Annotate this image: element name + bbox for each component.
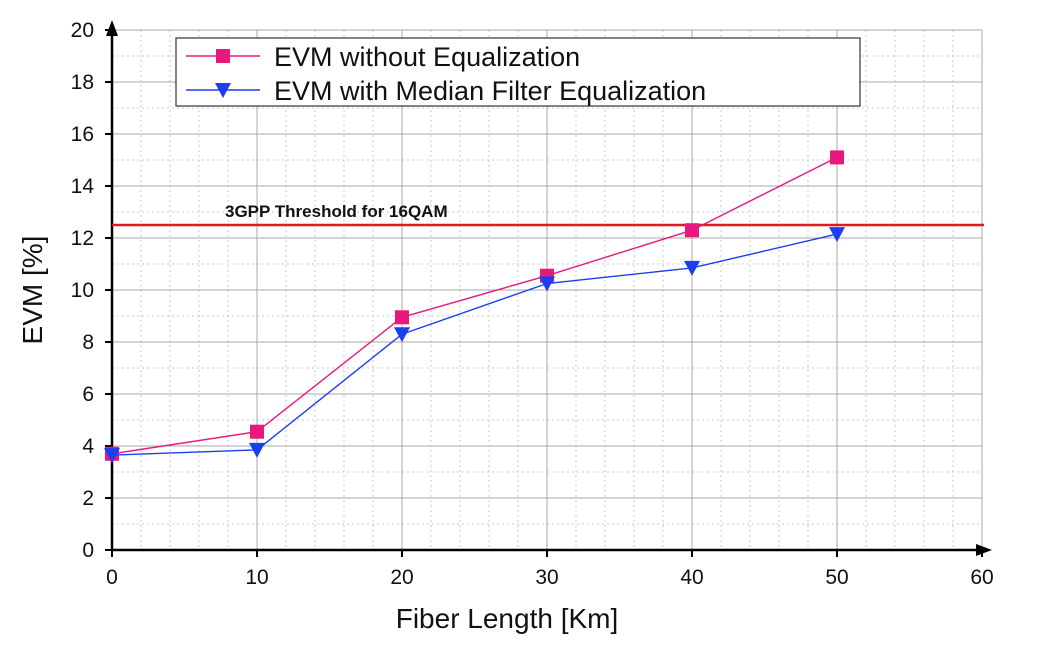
series-1 <box>105 150 844 461</box>
y-axis-title: EVM [%] <box>17 236 48 345</box>
data-point <box>394 327 410 343</box>
y-tick-label: 4 <box>82 435 94 458</box>
axes: 0 10 20 30 40 50 60 0 2 4 6 8 10 12 14 16 18 20 Fiber Leng… <box>17 19 994 634</box>
threshold-label: 3GPP Threshold for 16QAM <box>225 202 448 221</box>
data-point <box>104 448 120 464</box>
x-tick-label: 10 <box>245 566 268 589</box>
x-tick-label: 60 <box>970 566 993 589</box>
y-tick-label: 6 <box>82 383 94 406</box>
y-tick-label: 10 <box>71 279 94 302</box>
y-tick-label: 8 <box>82 331 94 354</box>
x-axis-title: Fiber Length [Km] <box>396 603 619 634</box>
y-tick-label: 20 <box>71 19 94 42</box>
reference-lines: 3GPP Threshold for 16QAM <box>112 202 984 227</box>
x-tick-label: 40 <box>680 566 703 589</box>
y-tick-label: 14 <box>71 175 95 198</box>
series-line <box>112 233 838 456</box>
y-tick-label: 0 <box>82 539 94 562</box>
x-tick-label: 30 <box>535 566 558 589</box>
x-tick-label: 50 <box>825 566 848 589</box>
legend-marker-icon <box>216 49 230 63</box>
series-2 <box>104 227 845 464</box>
legend-box <box>175 37 861 107</box>
x-tick-label: 20 <box>390 566 413 589</box>
legend: EVM without Equalization EVM with Median … <box>175 37 861 107</box>
y-tick-label: 12 <box>71 227 94 250</box>
data-point <box>829 227 845 243</box>
data-point <box>830 150 844 165</box>
data-point <box>684 260 700 276</box>
data-point <box>395 310 409 325</box>
data-point <box>685 223 699 238</box>
legend-entry-label: EVM with Median Filter Equalization <box>274 76 706 106</box>
series-line <box>112 156 838 455</box>
y-tick-label: 2 <box>82 487 94 510</box>
y-tick-label: 16 <box>71 123 94 146</box>
x-axis-arrow-icon <box>976 544 992 556</box>
data-point <box>539 276 555 292</box>
y-tick-label: 18 <box>71 71 94 94</box>
data-point <box>250 424 264 439</box>
legend-marker-icon <box>215 83 231 98</box>
legend-entry-label: EVM without Equalization <box>274 42 580 72</box>
x-tick-label: 0 <box>106 566 118 589</box>
y-axis-arrow-icon <box>106 20 118 36</box>
data-point <box>249 442 265 458</box>
series <box>104 150 845 464</box>
